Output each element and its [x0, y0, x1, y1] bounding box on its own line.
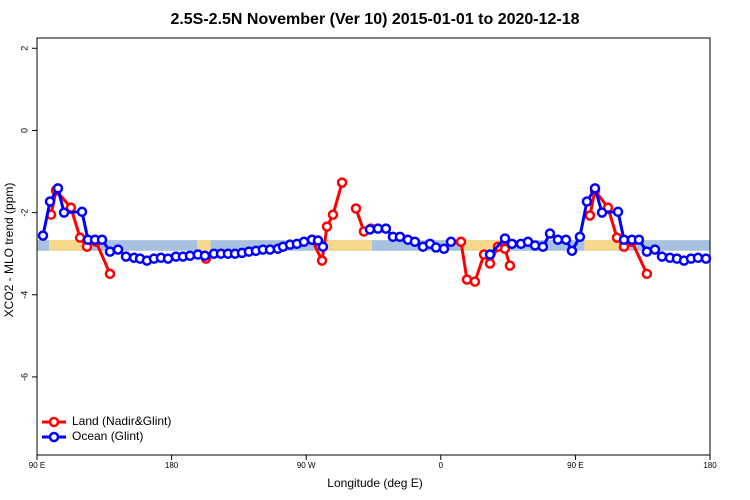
data-point	[484, 249, 496, 260]
land-band	[48, 240, 85, 251]
data-point	[430, 242, 442, 253]
y-tick-label: 2	[19, 46, 29, 51]
data-point	[364, 224, 376, 235]
data-point	[641, 268, 653, 280]
y-axis-label: XCO2 - MLO trend (ppm)	[2, 183, 16, 318]
chart-title: 2.5S-2.5N November (Ver 10) 2015-01-01 t…	[170, 11, 579, 28]
land-band	[584, 240, 621, 251]
data-point	[455, 236, 467, 248]
data-point	[52, 183, 64, 194]
data-point	[589, 183, 601, 194]
data-point	[499, 243, 511, 255]
data-point	[327, 209, 339, 220]
data-point	[298, 236, 310, 248]
data-point	[44, 196, 56, 207]
data-point	[438, 243, 450, 255]
data-point	[656, 251, 668, 262]
legend-label: Ocean (Glint)	[72, 429, 143, 443]
data-point	[544, 228, 556, 239]
data-point	[321, 221, 333, 232]
data-point	[484, 258, 496, 269]
data-point	[120, 251, 132, 262]
x-tick-label: 180	[703, 461, 717, 470]
data-point	[199, 250, 211, 261]
data-point	[584, 210, 596, 221]
x-tick-label: 180	[165, 461, 179, 470]
legend-marker	[48, 431, 60, 443]
x-tick-label: 90 E	[29, 461, 45, 470]
data-point	[700, 253, 712, 264]
data-point	[633, 234, 645, 245]
data-point	[537, 241, 549, 252]
data-point	[529, 240, 541, 251]
legend-marker	[48, 416, 60, 428]
data-point	[499, 233, 511, 244]
data-point	[504, 260, 516, 271]
data-point	[409, 236, 421, 248]
data-point	[649, 244, 661, 255]
legend-label: Land (Nadir&Glint)	[72, 414, 171, 428]
data-point	[104, 268, 116, 280]
data-point	[552, 234, 564, 245]
data-point	[596, 207, 608, 218]
data-point	[506, 238, 518, 250]
reference-band	[37, 240, 710, 251]
data-point	[445, 236, 457, 248]
data-point	[566, 245, 578, 257]
data-point	[612, 206, 624, 218]
data-point	[469, 276, 481, 287]
data-point	[641, 246, 653, 257]
x-tick-label: 90 W	[297, 461, 316, 470]
data-point	[104, 246, 116, 257]
data-point	[317, 241, 329, 252]
x-axis-label: Longitude (deg E)	[327, 476, 422, 490]
data-point	[112, 244, 124, 255]
data-point	[560, 234, 572, 245]
data-point	[37, 230, 49, 241]
y-tick-label: -2	[19, 209, 29, 217]
data-point	[581, 196, 593, 207]
series-line	[49, 182, 649, 284]
data-point	[96, 234, 108, 245]
plot-frame	[36, 37, 711, 456]
data-point	[350, 203, 362, 214]
y-tick-label: 0	[19, 128, 29, 133]
x-tick-label: 0	[439, 461, 444, 470]
data-point	[76, 206, 88, 218]
y-tick-label: -4	[19, 291, 29, 299]
data-point	[380, 223, 392, 234]
data-point	[184, 250, 196, 261]
land-band	[460, 240, 501, 251]
y-tick-label: -6	[19, 373, 29, 381]
data-point	[316, 255, 328, 266]
data-point	[58, 207, 70, 218]
x-tick-label: 90 E	[567, 461, 583, 470]
data-point	[574, 231, 586, 243]
land-band	[324, 240, 373, 251]
data-point	[336, 177, 348, 188]
land-band	[197, 240, 211, 251]
